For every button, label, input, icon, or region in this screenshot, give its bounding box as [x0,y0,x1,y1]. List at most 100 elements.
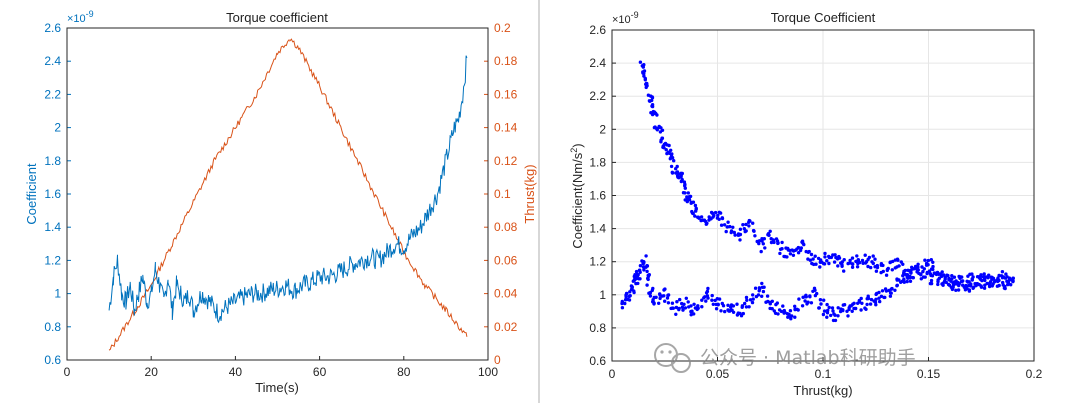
scatter-point [800,304,805,308]
scatter-point [696,215,700,219]
scatter-point [636,273,640,277]
scatter-point [678,297,682,302]
right-x-tick-label: 0.1 [815,367,832,381]
scatter-point [790,314,794,318]
scatter-point [923,275,927,279]
scatter-point [1011,276,1015,280]
scatter-point [700,305,704,309]
wechat-icon [654,343,691,373]
scatter-point [644,254,648,258]
left-y-tick-label: 1.4 [44,220,61,234]
scatter-point [919,272,923,276]
scatter-point [991,282,995,286]
left-y-axis-label: Coefficient [24,163,39,225]
scatter-point [670,156,675,160]
scatter-point [803,299,807,303]
scatter-point [863,253,867,257]
scatter-point [645,283,649,287]
right-y-tick-label: 0 [494,353,501,367]
scatter-point [645,264,649,268]
left-x-tick-label: 0 [64,365,71,379]
scatter-point [642,71,646,76]
scatter-point [979,285,984,289]
scatter-point [688,194,693,199]
scatter-point [731,225,735,229]
scatter-point [732,230,736,235]
scatter-point [681,308,685,312]
scatter-point [620,301,624,306]
scatter-point [795,307,799,311]
scatter-point [988,284,992,288]
scatter-point [1011,279,1015,284]
scatter-point [634,269,639,274]
scatter-point [822,309,827,313]
scatter-point [744,222,748,227]
scatter-point [713,210,718,215]
scatter-point [620,306,625,310]
right-y-tick-label: 0.18 [494,54,518,68]
scatter-point [954,282,959,286]
right-y-tick-label: 2 [599,122,606,136]
scatter-point [705,289,710,294]
scatter-point [856,258,860,262]
scatter-point [806,250,810,254]
scatter-point [812,262,816,267]
right-y-tick-label: 1.6 [589,189,606,203]
left-y-tick-label: 1.2 [44,253,61,267]
scatter-point [724,229,728,234]
scatter-point [768,229,772,233]
scatter-point [723,309,727,314]
scatter-point [884,273,889,277]
scatter-point [878,299,882,304]
scatter-point [741,223,745,227]
left-y-tick-label: 2.2 [44,87,61,101]
scatter-point [662,294,666,298]
scatter-point [841,308,845,313]
scatter-point [811,257,815,261]
scatter-point [716,213,720,218]
scatter-point [884,289,889,293]
scatter-point [682,302,686,306]
scatter-point [687,198,692,202]
scatter-point [957,282,961,286]
scatter-point [971,275,975,279]
scatter-point [982,286,987,290]
right-y-axis-label: Thrust(kg) [522,164,537,223]
scatter-point [874,269,879,273]
scatter-point [677,307,681,312]
scatter-point [717,297,722,301]
right-y-tick-label: 1.2 [589,255,606,269]
scatter-point [966,274,970,278]
scatter-point [674,305,679,310]
scatter-point [935,270,940,275]
scatter-point [718,211,723,215]
watermark: 公众号 · Matlab科研助手 [654,343,916,373]
scatter-point [750,300,755,305]
scatter-point [941,273,946,277]
scatter-point [776,312,780,316]
scatter-point [793,315,797,319]
scatter-point [869,297,874,302]
scatter-point [921,269,925,274]
scatter-point [997,273,1001,278]
scatter-point [780,240,784,245]
scatter-point [901,274,905,278]
scatter-point [662,146,666,150]
scatter-point [879,263,883,267]
scatter-point [753,286,758,290]
scatter-point [704,222,708,226]
scatter-point [825,259,829,263]
scatter-point [818,298,823,302]
scatter-point [642,268,646,272]
left-plot-box [66,27,489,361]
right-y-tick-label: 1 [599,288,606,302]
scatter-point [711,302,715,306]
left-y-tick-label: 2.4 [44,54,61,68]
scatter-point [890,286,894,291]
scatter-point [930,274,935,278]
scatter-point [726,308,730,312]
scatter-point [667,151,672,155]
scatter-point [757,239,762,243]
right-y-axis-label-end: ) [570,143,585,147]
scatter-point [726,303,730,307]
